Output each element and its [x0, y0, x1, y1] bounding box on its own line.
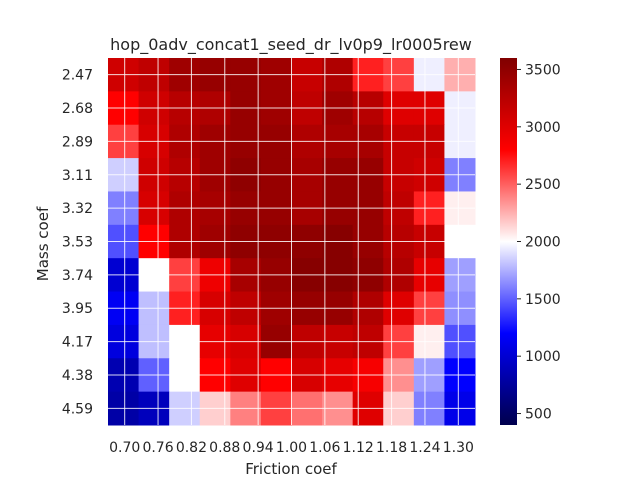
chart-title: hop_0adv_concat1_seed_dr_lv0p9_lr0005rew [110, 35, 472, 55]
y-tick-label: 4.59 [62, 401, 93, 417]
y-tick-label: 4.17 [62, 335, 93, 351]
x-tick-label: 0.76 [142, 440, 173, 456]
x-tick-label: 0.88 [209, 440, 240, 456]
x-axis-ticks: 0.70 0.76 0.82 0.88 0.94 1.00 1.06 1.12 1.18 1.24… [109, 440, 474, 456]
y-tick-label: 3.53 [62, 235, 93, 251]
x-tick-label: 0.94 [243, 440, 274, 456]
x-tick-label: 1.06 [309, 440, 340, 456]
colorbar [500, 58, 517, 425]
y-tick-label: 3.32 [62, 201, 93, 217]
colorbar-tick-label: 1500 [525, 292, 561, 308]
x-tick-label: 0.70 [109, 440, 140, 456]
x-tick-label: 1.00 [276, 440, 307, 456]
colorbar-tick-label: 3000 [525, 120, 561, 136]
x-tick-label: 1.30 [443, 440, 474, 456]
x-tick-label: 1.12 [343, 440, 374, 456]
y-tick-label: 3.95 [62, 301, 93, 317]
y-tick-label: 3.11 [62, 168, 93, 184]
colorbar-tick-label: 3500 [525, 62, 561, 78]
y-tick-label: 2.89 [62, 134, 93, 150]
x-tick-label: 1.24 [409, 440, 440, 456]
y-axis-label: Mass coef [34, 206, 52, 281]
x-axis-label: Friction coef [245, 460, 337, 478]
y-tick-label: 3.74 [62, 268, 93, 284]
x-tick-label: 0.82 [176, 440, 207, 456]
y-tick-label: 2.47 [62, 68, 93, 84]
y-tick-label: 2.68 [62, 101, 93, 117]
x-tick-label: 1.18 [376, 440, 407, 456]
colorbar-tick-label: 500 [525, 407, 552, 423]
y-axis-ticks: 2.47 2.68 2.89 3.11 3.32 3.53 3.74 3.95 4.17 4.38… [62, 68, 93, 418]
heatmap-grid [108, 58, 475, 425]
colorbar-tick-label: 2500 [525, 177, 561, 193]
y-tick-label: 4.38 [62, 368, 93, 384]
colorbar-tick-label: 1000 [525, 349, 561, 365]
colorbar-tick-label: 2000 [525, 235, 561, 251]
colorbar-ticks: 500 1000 1500 2000 2500 3000 3500 [517, 62, 561, 423]
